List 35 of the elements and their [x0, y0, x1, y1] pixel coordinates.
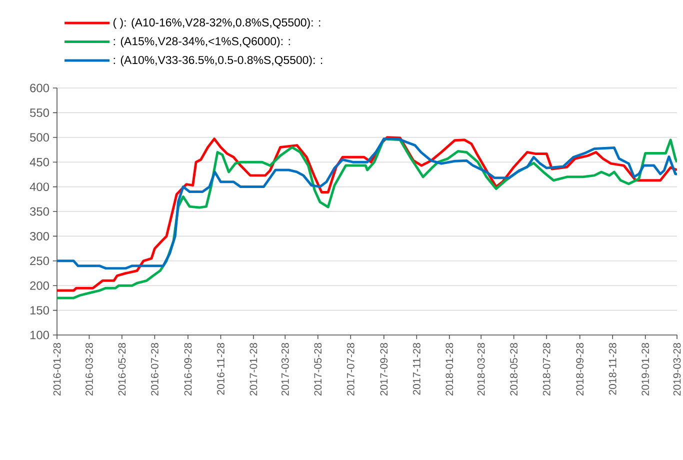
x-tick-label: 2017-09-28 [380, 342, 388, 396]
x-tick-label: 2017-07-28 [346, 342, 354, 396]
x-tick-label: 2019-01-28 [642, 342, 650, 396]
y-tick-label: 150 [30, 306, 50, 315]
x-tick-label: 2016-11-28 [217, 342, 224, 395]
y-tick-label: 250 [30, 256, 50, 266]
y-tick-label: 200 [30, 281, 50, 290]
x-tick-label: 2016-01-28 [53, 342, 61, 396]
line-series [57, 138, 678, 270]
y-tick-label: 100 [30, 330, 50, 340]
x-tick-label: 2017-05-28 [314, 342, 322, 396]
x-tick-label: 2017-11-28 [412, 342, 420, 395]
x-tick-label: 2018-03-28 [477, 342, 485, 396]
x-tick-label: 2016-03-28 [86, 342, 93, 396]
x-tick-label: 2018-09-28 [576, 342, 584, 396]
y-tick-label: 500 [30, 133, 50, 142]
y-tick-label: 450 [30, 158, 50, 166]
legend-label: : (A15%,V28-34%,<1%S,Q6000): : [114, 36, 290, 48]
y-tick-label: 400 [30, 182, 50, 192]
legend-label: : (A10%,V33-36.5%,0.5-0.8%S,Q5500): : [114, 56, 322, 66]
x-tick-label: 2016-05-28 [118, 342, 126, 396]
x-tick-label: 2017-03-28 [281, 342, 289, 396]
x-tick-label: 2018-01-28 [446, 342, 454, 396]
x-tick-label: 2019-03-28 [673, 342, 681, 396]
y-tick-label: 600 [30, 84, 50, 92]
y-tick-label: 550 [30, 108, 50, 117]
x-tick-label: 2016-07-28 [151, 342, 158, 396]
y-tick-label: 300 [30, 232, 50, 240]
y-tick-label: 350 [30, 207, 50, 216]
x-tick-label: 2017-01-28 [250, 342, 258, 396]
legend-label: ( ): (A10-16%,V28-32%,0.8%S,Q5500): : [113, 18, 320, 29]
x-tick-label: 2018-07-28 [542, 342, 550, 396]
x-tick-label: 2018-05-28 [510, 342, 518, 396]
x-tick-label: 2018-11-28 [608, 342, 616, 395]
x-tick-label: 2016-09-28 [184, 342, 192, 396]
